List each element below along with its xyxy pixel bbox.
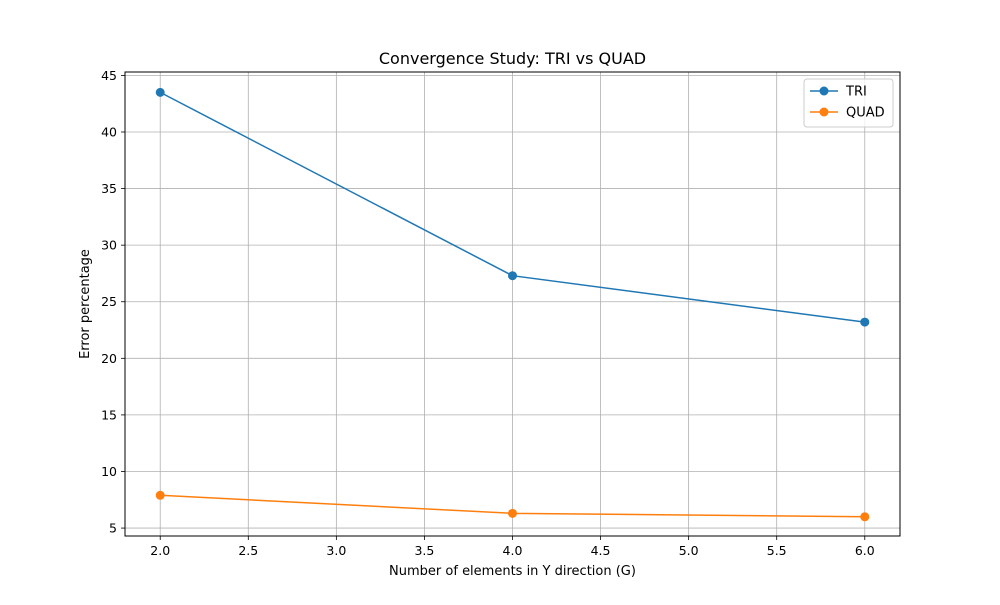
y-tick-label: 10 bbox=[101, 464, 117, 479]
legend-marker-tri bbox=[819, 86, 829, 96]
legend-label-tri: TRI bbox=[845, 85, 867, 100]
x-tick-label: 3.5 bbox=[414, 543, 434, 558]
x-tick-label: 2.5 bbox=[238, 543, 258, 558]
y-tick-label: 45 bbox=[101, 68, 117, 83]
y-tick-label: 15 bbox=[101, 407, 117, 422]
data-point-tri bbox=[155, 87, 165, 97]
data-point-quad bbox=[508, 508, 517, 518]
y-tick-label: 25 bbox=[101, 294, 117, 309]
data-point-quad bbox=[860, 512, 870, 522]
y-tick-label: 30 bbox=[101, 238, 117, 253]
ticks: 2.0 2.5 3.0 3.5 4.0 4.5 5.0 5.5 6.0 5 10 15 20 25 30 35… bbox=[101, 68, 875, 558]
data-point-tri bbox=[508, 271, 517, 281]
legend-label-quad: QUAD bbox=[846, 106, 885, 121]
y-tick-label: 20 bbox=[101, 351, 117, 366]
legend-marker-quad bbox=[819, 107, 829, 117]
legend: TRI QUAD bbox=[803, 78, 894, 128]
x-tick-label: 5.0 bbox=[679, 543, 699, 558]
x-tick-label: 2.0 bbox=[150, 543, 170, 558]
x-axis-label: Number of elements in Y direction (G) bbox=[389, 564, 636, 579]
y-axis-label: Error percentage bbox=[78, 249, 93, 359]
y-tick-label: 5 bbox=[109, 521, 117, 536]
data-point-tri bbox=[860, 317, 870, 327]
series-layer bbox=[155, 87, 870, 522]
x-tick-label: 6.0 bbox=[855, 543, 875, 558]
x-tick-label: 5.5 bbox=[767, 543, 787, 558]
grid bbox=[125, 72, 900, 536]
x-tick-label: 3.0 bbox=[326, 543, 346, 558]
y-tick-label: 35 bbox=[101, 181, 117, 196]
data-point-quad bbox=[155, 490, 165, 500]
x-tick-label: 4.0 bbox=[503, 543, 523, 558]
y-tick-label: 40 bbox=[101, 124, 117, 139]
chart-title: Convergence Study: TRI vs QUAD bbox=[379, 49, 646, 68]
x-tick-label: 4.5 bbox=[591, 543, 611, 558]
